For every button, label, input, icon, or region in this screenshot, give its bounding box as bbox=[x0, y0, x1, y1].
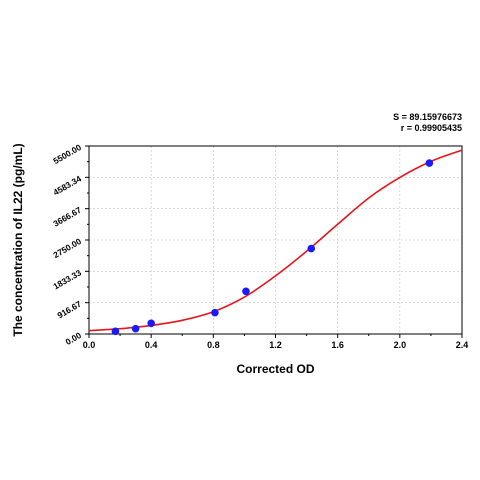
x-tick-label: 2.4 bbox=[456, 340, 469, 350]
y-tick-label: 0.00 bbox=[64, 330, 84, 347]
x-tick-label: 0.0 bbox=[83, 340, 96, 350]
x-tick-label: 1.2 bbox=[269, 340, 282, 350]
x-axis-ticks: 0.0 0.4 0.8 1.2 1.6 2.0 2.4 bbox=[83, 334, 469, 350]
data-point bbox=[242, 287, 250, 296]
y-axis-title: The concentration of IL22 (pg/mL) bbox=[11, 143, 25, 336]
x-tick-label: 0.8 bbox=[207, 340, 220, 350]
r-value-annotation: r = 0.99905435 bbox=[401, 123, 462, 133]
data-point bbox=[211, 308, 219, 317]
y-tick-label: 5500.00 bbox=[51, 142, 83, 166]
data-point bbox=[111, 327, 120, 336]
x-tick-label: 2.0 bbox=[394, 340, 407, 350]
s-value-annotation: S = 89.15976673 bbox=[393, 112, 462, 122]
y-tick-label: 4583.34 bbox=[51, 173, 83, 197]
data-point bbox=[131, 324, 140, 333]
y-tick-label: 916.67 bbox=[55, 299, 83, 321]
data-point bbox=[425, 159, 434, 167]
data-points bbox=[111, 159, 434, 336]
data-point bbox=[147, 319, 155, 328]
data-point bbox=[307, 244, 316, 253]
y-axis-ticks: 0.00 916.67 1833.33 2750.00 3666.67 4583.34 55… bbox=[51, 142, 89, 347]
grid-layer bbox=[89, 146, 462, 334]
y-tick-label: 1833.33 bbox=[51, 267, 83, 291]
x-axis-title: Corrected OD bbox=[236, 362, 314, 376]
x-tick-label: 1.6 bbox=[331, 340, 344, 350]
y-tick-label: 2750.00 bbox=[51, 236, 83, 260]
x-tick-label: 0.4 bbox=[145, 340, 158, 350]
y-tick-label: 3666.67 bbox=[51, 205, 83, 229]
